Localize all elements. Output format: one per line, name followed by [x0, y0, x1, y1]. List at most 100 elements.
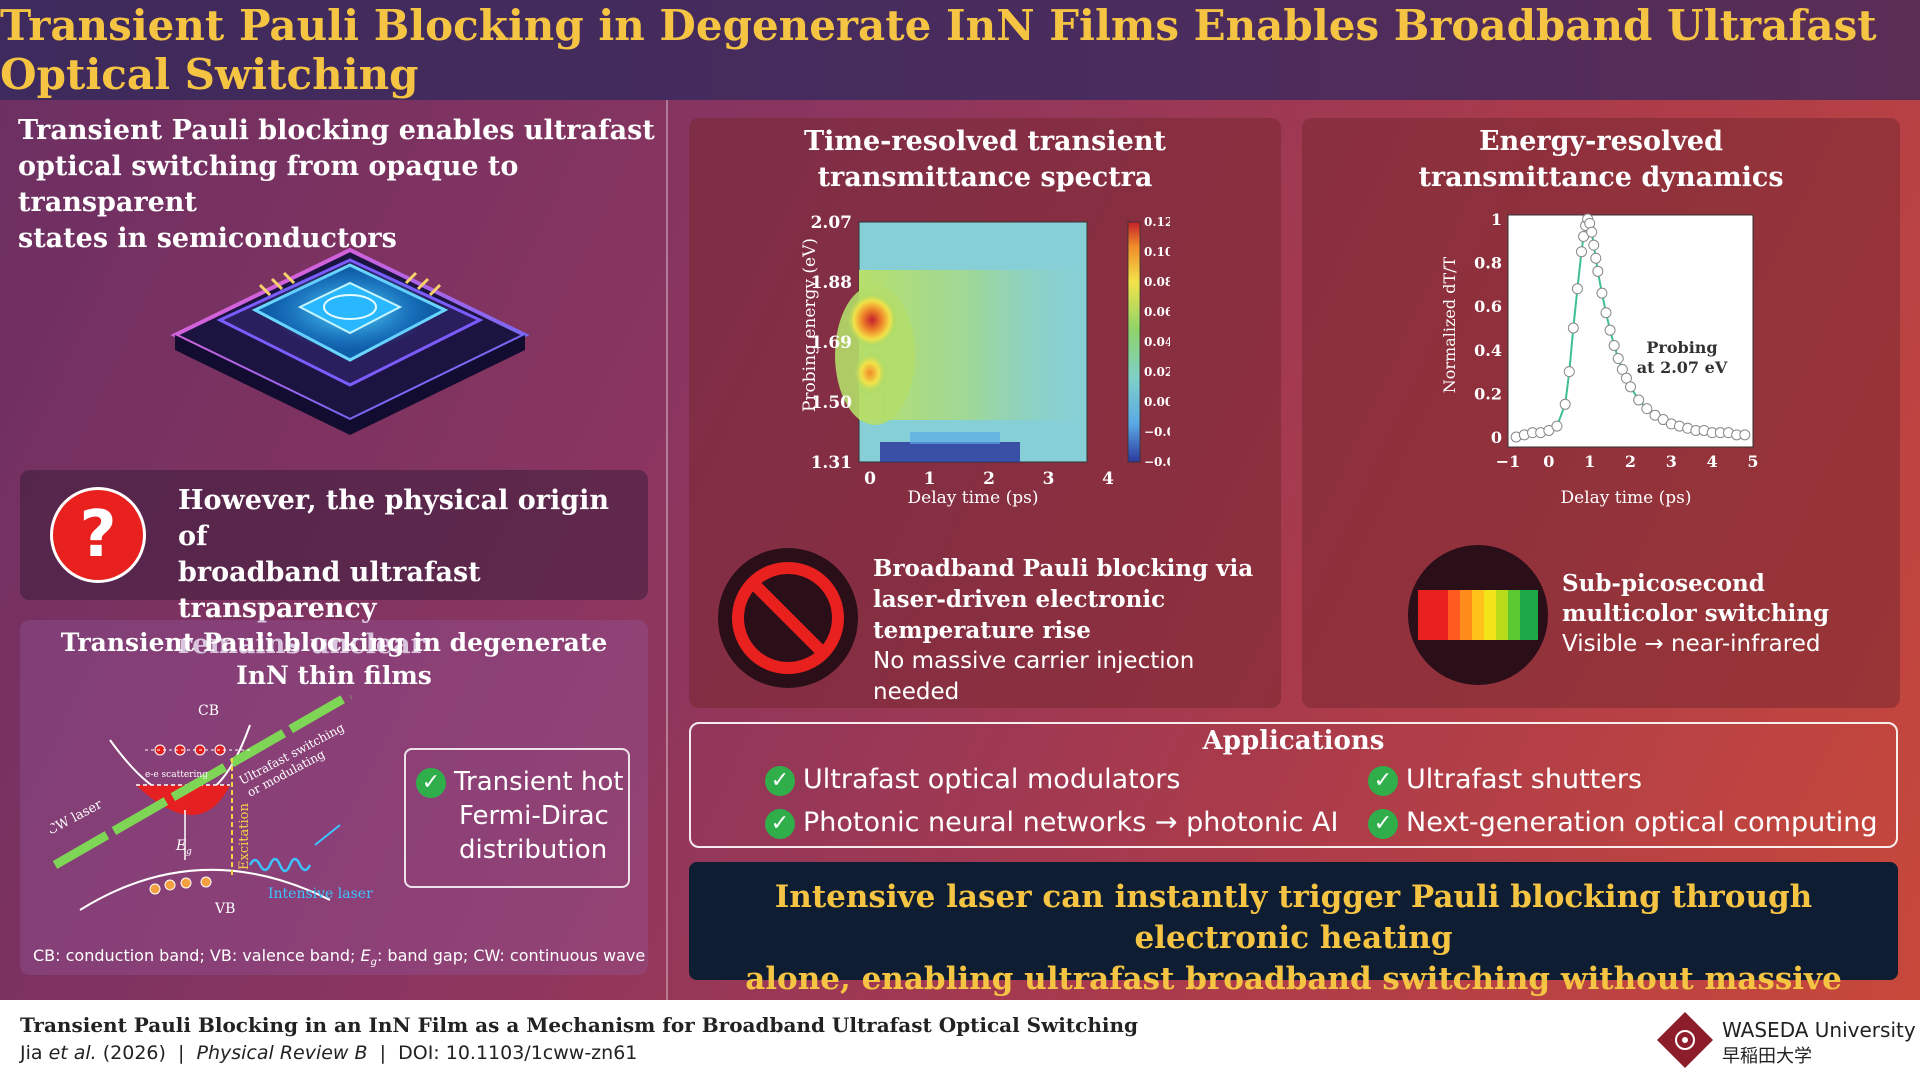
heatmap-xtick: 2 [983, 469, 995, 489]
data-point [1612, 353, 1624, 365]
application-label: Photonic neural networks → photonic AI [803, 807, 1339, 838]
dynamics-xtick: 0 [1543, 452, 1554, 471]
fermi-dirac-text: ✓ Transient hot Fermi-Dirac distribution [416, 765, 630, 867]
footer-doi[interactable]: | DOI: 10.1103/1cww-zn61 [367, 1042, 638, 1064]
question-line: remains unclear [178, 629, 425, 660]
dynamics-xtick: 2 [1625, 452, 1636, 471]
eg-label: E [175, 838, 186, 854]
question-line: broadband ultrafast transparency [178, 557, 481, 624]
data-point [1590, 252, 1602, 264]
panel1-summary-line: temperature rise [873, 617, 1091, 644]
fermi-line: Transient hot [454, 767, 624, 797]
dynamics-ytick: 0.8 [1474, 254, 1502, 273]
dynamics-annotation-line2: at 2.07 eV [1637, 358, 1728, 377]
cb-label: CB [198, 703, 219, 719]
data-point [1604, 324, 1616, 336]
panel1-note: No massive carrier injection needed [873, 648, 1195, 705]
heatmap-xtick: 4 [1102, 469, 1114, 489]
check-icon: ✓ [765, 765, 795, 796]
data-point [1571, 283, 1583, 295]
dynamics-chart: 00.20.40.60.81 −1 0 1 2 3 4 5 Normalized dT/T … [1440, 210, 1759, 508]
waseda-name-jp: 早稲田大学 [1722, 1046, 1812, 1067]
application-item: ✓ Ultrafast shutters [1368, 764, 1642, 796]
footer-authors: Jia [20, 1042, 49, 1064]
question-icon: ? [50, 487, 146, 583]
question-text: However, the physical origin of broadban… [178, 483, 638, 663]
colorbar-tick: −0.02 [1144, 425, 1170, 439]
footer-journal: Physical Review B [196, 1042, 368, 1064]
panel1-title-line: transmittance spectra [817, 162, 1153, 193]
data-point [1633, 394, 1645, 406]
check-icon: ✓ [765, 808, 795, 839]
question-line: However, the physical origin of [178, 485, 610, 552]
diagram-box [20, 620, 648, 975]
vb-label: VB [214, 901, 235, 917]
application-item: ✓ Photonic neural networks → photonic AI [765, 807, 1338, 839]
colorbar-tick: 0.04 [1144, 335, 1170, 349]
panel2-title: Energy-resolved transmittance dynamics [1302, 124, 1900, 196]
panel1-title: Time-resolved transient transmittance sp… [689, 124, 1281, 196]
excitation-label: Excitation [237, 803, 252, 870]
data-point [1620, 372, 1632, 384]
data-point [1559, 398, 1571, 410]
header-bar [0, 0, 1920, 100]
intro-line: optical switching from opaque to transpa… [18, 151, 519, 218]
caption-eg: E [360, 946, 371, 965]
colorbar-tick: 0.00 [1144, 395, 1170, 409]
footer [0, 1000, 1920, 1080]
caption-part: CB: conduction band; VB: valence band; [33, 946, 361, 965]
diagram-title-line: InN thin films [236, 661, 432, 690]
dynamics-ytick: 0 [1491, 428, 1502, 447]
data-point [1625, 381, 1636, 393]
colorbar-tick: 0.10 [1144, 245, 1170, 259]
band-diagram: CB VB CW laser e-e scattering Ultrafast … [50, 695, 373, 917]
application-label: Next-generation optical computing [1406, 807, 1878, 838]
panel2-summary-line: multicolor switching [1562, 600, 1830, 627]
dynamics-annotation-line1: Probing [1646, 338, 1717, 357]
data-point [1576, 246, 1587, 258]
footer-etal: et al. [48, 1042, 97, 1064]
heatmap-ytick: 1.50 [811, 393, 853, 413]
no-entry-symbol [732, 562, 844, 674]
panel2-note: Visible → near-infrared [1562, 631, 1821, 657]
data-point [1586, 226, 1598, 238]
heatmap-ytick: 2.07 [811, 213, 852, 233]
heatmap-xtick: 0 [864, 469, 876, 489]
caption-part: : band gap; CW: continuous wave [376, 946, 646, 965]
waseda-name: WASEDA University [1722, 1018, 1916, 1042]
dynamics-xlabel: Delay time (ps) [1561, 488, 1692, 508]
data-point [1563, 366, 1575, 378]
data-point [1596, 287, 1608, 299]
dynamics-ytick: 0.6 [1474, 297, 1502, 316]
diagram-title-line: Transient Pauli blocking in degenerate [60, 628, 608, 657]
chip-illustration [170, 247, 530, 435]
check-icon: ✓ [416, 767, 446, 798]
poster-title: Transient Pauli Blocking in Degenerate I… [0, 1, 1877, 99]
conclusion-box [689, 862, 1898, 980]
diagram-caption: CB: conduction band; VB: valence band; E… [33, 946, 653, 968]
colorbar-tick: −0.04 [1144, 455, 1170, 469]
heatmap-xlabel: Delay time (ps) [908, 488, 1039, 508]
colorbar-tick: 0.08 [1144, 275, 1170, 289]
application-item: ✓ Next-generation optical computing [1368, 807, 1878, 839]
applications-box [689, 722, 1898, 848]
dynamics-xtick: 4 [1707, 452, 1718, 471]
data-point [1592, 265, 1604, 277]
dynamics-ytick: 0.2 [1474, 384, 1502, 403]
colorbar-tick: 0.02 [1144, 365, 1170, 379]
panel1-summary: Broadband Pauli blocking via laser-drive… [873, 553, 1283, 708]
data-point [1608, 339, 1620, 351]
footer-paper-title: Transient Pauli Blocking in an InN Film … [20, 1013, 1138, 1037]
application-label: Ultrafast optical modulators [803, 764, 1181, 795]
panel1-title-line: Time-resolved transient [804, 126, 1166, 157]
dynamics-xtick: −1 [1496, 452, 1521, 471]
fermi-dirac-box [404, 748, 630, 888]
data-point [1739, 429, 1751, 441]
heatmap-chart: Probing energy (eV) Delay time (ps) 2.07… [800, 213, 1170, 508]
no-entry-icon [718, 548, 858, 688]
spectrum-bar [1418, 590, 1538, 640]
data-point [1567, 322, 1579, 334]
diagram-title: Transient Pauli blocking in degenerate I… [20, 626, 648, 692]
data-point [1600, 307, 1612, 319]
cw-laser-label: CW laser [50, 797, 105, 839]
